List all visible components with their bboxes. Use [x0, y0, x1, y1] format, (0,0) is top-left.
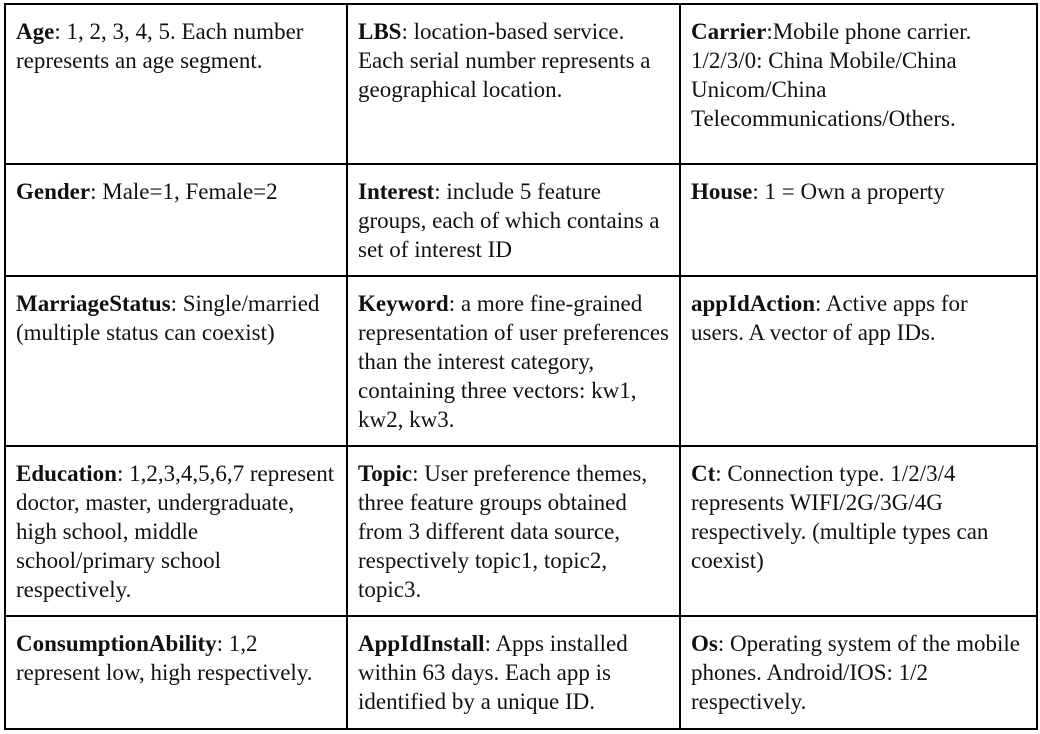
cell-gender: Gender: Male=1, Female=2: [4, 163, 348, 277]
term-label: Keyword: [358, 291, 449, 316]
term-description: : User preference themes, three feature …: [358, 461, 648, 602]
term-description: : Connection type. 1/2/3/4 represents WI…: [691, 461, 989, 573]
cell-topic: Topic: User preference themes, three fea…: [346, 445, 681, 617]
table-row: ConsumptionAbility: 1,2 represent low, h…: [4, 615, 1038, 730]
term-description: : location-based service. Each serial nu…: [358, 19, 651, 102]
term-label: House: [691, 179, 753, 204]
term-label: Interest: [358, 179, 435, 204]
cell-marriage-status: MarriageStatus: Single/married (multiple…: [4, 275, 348, 447]
term-description: : 1, 2, 3, 4, 5. Each number represents …: [16, 19, 304, 73]
cell-house: House: 1 = Own a property: [679, 163, 1038, 277]
term-label: Topic: [358, 461, 413, 486]
cell-consumption-ability: ConsumptionAbility: 1,2 represent low, h…: [4, 615, 348, 730]
term-description: : Single/married (multiple status can co…: [16, 291, 320, 345]
term-description: :Mobile phone carrier. 1/2/3/0: China Mo…: [691, 19, 972, 131]
term-description: : Male=1, Female=2: [90, 179, 278, 204]
table-row: MarriageStatus: Single/married (multiple…: [4, 275, 1038, 447]
term-description: : Active apps for users. A vector of app…: [691, 291, 968, 345]
term-description: : a more fine-grained representation of …: [358, 291, 669, 432]
term-label: Gender: [16, 179, 91, 204]
term-label: Age: [16, 19, 55, 44]
feature-description-table: Age: 1, 2, 3, 4, 5. Each number represen…: [4, 3, 1038, 730]
term-description: : include 5 feature groups, each of whic…: [358, 179, 660, 262]
table-row: Education: 1,2,3,4,5,6,7 represent docto…: [4, 445, 1038, 617]
term-description: : 1,2 represent low, high respectively.: [16, 631, 313, 685]
term-description: : Apps installed within 63 days. Each ap…: [358, 631, 628, 714]
cell-age: Age: 1, 2, 3, 4, 5. Each number represen…: [4, 3, 348, 165]
cell-education: Education: 1,2,3,4,5,6,7 represent docto…: [4, 445, 348, 617]
term-label: Education: [16, 461, 117, 486]
term-label: LBS: [358, 19, 402, 44]
term-label: MarriageStatus: [16, 291, 171, 316]
cell-os: Os: Operating system of the mobile phone…: [679, 615, 1038, 730]
cell-interest: Interest: include 5 feature groups, each…: [346, 163, 681, 277]
term-label: AppIdInstall: [358, 631, 485, 656]
term-label: appIdAction: [691, 291, 815, 316]
term-label: Os: [691, 631, 718, 656]
cell-ct: Ct: Connection type. 1/2/3/4 represents …: [679, 445, 1038, 617]
term-label: Ct: [691, 461, 716, 486]
cell-app-id-action: appIdAction: Active apps for users. A ve…: [679, 275, 1038, 447]
term-description: : 1 = Own a property: [752, 179, 945, 204]
table-row: Age: 1, 2, 3, 4, 5. Each number represen…: [4, 3, 1038, 165]
term-description: : 1,2,3,4,5,6,7 represent doctor, master…: [16, 461, 335, 602]
term-label: Carrier: [691, 19, 767, 44]
term-description: : Operating system of the mobile phones.…: [691, 631, 1020, 714]
cell-carrier: Carrier:Mobile phone carrier. 1/2/3/0: C…: [679, 3, 1038, 165]
cell-app-id-install: AppIdInstall: Apps installed within 63 d…: [346, 615, 681, 730]
cell-lbs: LBS: location-based service. Each serial…: [346, 3, 681, 165]
table-row: Gender: Male=1, Female=2 Interest: inclu…: [4, 163, 1038, 277]
term-label: ConsumptionAbility: [16, 631, 217, 656]
cell-keyword: Keyword: a more fine-grained representat…: [346, 275, 681, 447]
